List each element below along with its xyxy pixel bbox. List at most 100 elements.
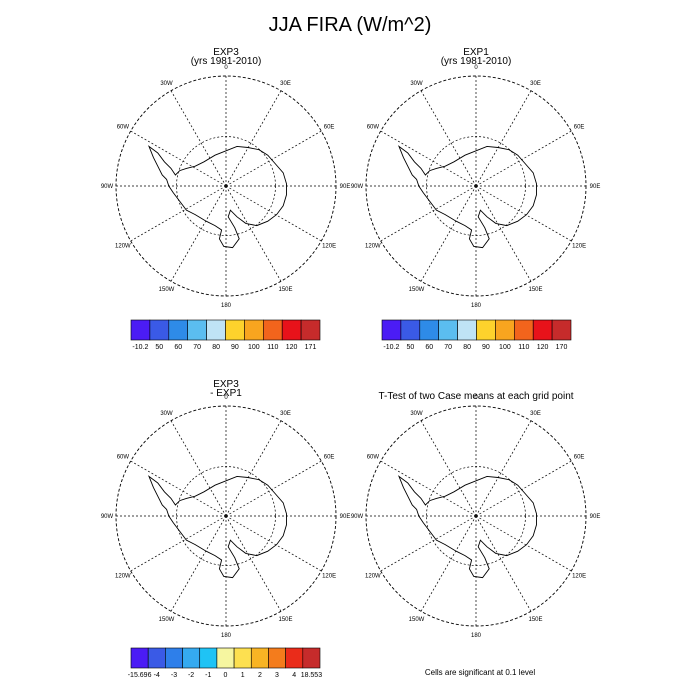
colorbar-swatch: [285, 647, 304, 669]
meridian-line: [225, 185, 322, 242]
colorbar-swatch: [551, 319, 572, 341]
longitude-label: 120E: [572, 574, 586, 580]
longitude-label: 60E: [574, 125, 585, 131]
antarctica-coastline: [397, 475, 537, 579]
colorbar-swatch: [199, 647, 218, 669]
longitude-label: 150E: [278, 617, 292, 623]
meridian-line: [380, 515, 477, 572]
panel-1-title: EXP3 (yrs 1981-2010): [190, 47, 262, 67]
longitude-label: 150W: [409, 617, 425, 623]
meridian-line: [225, 185, 282, 282]
colorbar-swatch: [419, 319, 439, 341]
longitude-label: 30E: [530, 81, 541, 87]
colorbar-swatch: [168, 319, 189, 341]
longitude-label: 60E: [324, 125, 335, 131]
antarctica-coastline: [397, 145, 537, 249]
colorbar-tick-label: 80: [463, 344, 471, 351]
longitude-label: 150W: [409, 287, 425, 293]
colorbar-swatch: [302, 647, 321, 669]
meridian-line: [225, 515, 282, 612]
colorbar-swatch: [130, 319, 151, 341]
colorbar-2: -10.2 50 60 70 80 90 100 110 120 170: [381, 319, 572, 351]
colorbar-tick-label: -3: [171, 672, 177, 679]
meridian-line: [380, 130, 477, 187]
longitude-label: 60W: [367, 125, 380, 131]
meridian-line: [380, 460, 477, 517]
panel-3-title: EXP3- EXP1: [210, 379, 242, 399]
meridian-line: [225, 460, 322, 517]
colorbar-tick-label: 50: [407, 344, 415, 351]
longitude-label: 120E: [572, 244, 586, 250]
meridian-line: [475, 90, 532, 187]
colorbar-swatch: [147, 647, 166, 669]
longitude-label: 90E: [340, 514, 351, 520]
colorbar-swatch: [216, 647, 235, 669]
colorbar-tick-label: 18.553: [301, 672, 323, 679]
meridian-line: [130, 515, 227, 572]
colorbar-swatch: [149, 319, 170, 341]
colorbar-tick-label: 50: [155, 344, 163, 351]
colorbar-tick-label: 70: [193, 344, 201, 351]
longitude-label: 60W: [367, 455, 380, 461]
meridian-line: [475, 460, 572, 517]
meridian-line: [475, 515, 532, 612]
meridian-line: [130, 185, 227, 242]
colorbar-swatch: [532, 319, 553, 341]
longitude-label: 60W: [117, 125, 130, 131]
colorbar-tick-label: 3: [275, 672, 279, 679]
map-boundary: [115, 75, 337, 297]
colorbar-tick-label: -10.2: [383, 344, 399, 351]
longitude-label: 30W: [410, 81, 423, 87]
longitude-label: 30E: [280, 411, 291, 417]
colorbar-tick-label: 0: [224, 672, 228, 679]
longitude-label: 150E: [278, 287, 292, 293]
longitude-label: 150E: [528, 617, 542, 623]
longitude-label: 0: [474, 395, 478, 401]
colorbar-swatch: [513, 319, 534, 341]
colorbar-tick-label: 80: [212, 344, 220, 351]
colorbar-swatch: [476, 319, 496, 341]
figure-title: JJA FIRA (W/m^2): [268, 14, 432, 36]
longitude-label: 150E: [528, 287, 542, 293]
polar-map-panel-1: 0 30E 60E 90E 120E 150E 180 150W 120W 90W 60W 30W: [101, 65, 351, 309]
polar-map-panel-4: 0 30E 60E 90E 120E 150E 180 150W 120W 90W 60W 30W: [351, 395, 601, 639]
panel-4-title: T-Test of two Case means at each grid po…: [378, 391, 574, 402]
colorbar-tick-label: 90: [231, 344, 239, 351]
longitude-label: 180: [471, 303, 482, 309]
meridian-line: [475, 420, 532, 517]
significance-footnote: Cells are significant at 0.1 level: [424, 668, 536, 677]
colorbar-swatch: [300, 319, 321, 341]
colorbar-tick-label: 110: [267, 344, 278, 351]
colorbar-swatch: [206, 319, 226, 341]
longitude-label: 30E: [530, 411, 541, 417]
meridian-line: [225, 90, 282, 187]
colorbar-1: -10.2 50 60 70 80 90 100 110 120 171: [130, 319, 321, 351]
meridian-line: [225, 420, 282, 517]
longitude-label: 90W: [351, 184, 364, 190]
longitude-label: 60E: [574, 455, 585, 461]
colorbar-swatch: [244, 319, 264, 341]
longitude-label: 150W: [159, 287, 175, 293]
colorbar-swatch: [281, 319, 302, 341]
longitude-label: 0: [224, 65, 228, 71]
meridian-line: [475, 130, 572, 187]
colorbar-tick-label: 120: [537, 344, 549, 351]
longitude-label: 30W: [160, 81, 173, 87]
colorbar-tick-label: 2: [258, 672, 262, 679]
longitude-label: 120W: [365, 574, 381, 580]
longitude-label: 120E: [322, 574, 336, 580]
colorbar-swatch: [457, 319, 477, 341]
colorbar-tick-label: -10.2: [132, 344, 148, 351]
meridian-line: [475, 185, 572, 242]
colorbar-swatch: [233, 647, 252, 669]
colorbar-tick-label: -2: [188, 672, 194, 679]
longitude-label: 120E: [322, 244, 336, 250]
meridian-line: [225, 130, 322, 187]
longitude-label: 180: [221, 303, 232, 309]
antarctica-coastline: [147, 145, 287, 249]
antarctica-coastline: [147, 475, 287, 579]
longitude-label: 90E: [590, 514, 601, 520]
longitude-label: 120W: [365, 244, 381, 250]
meridian-line: [475, 515, 572, 572]
